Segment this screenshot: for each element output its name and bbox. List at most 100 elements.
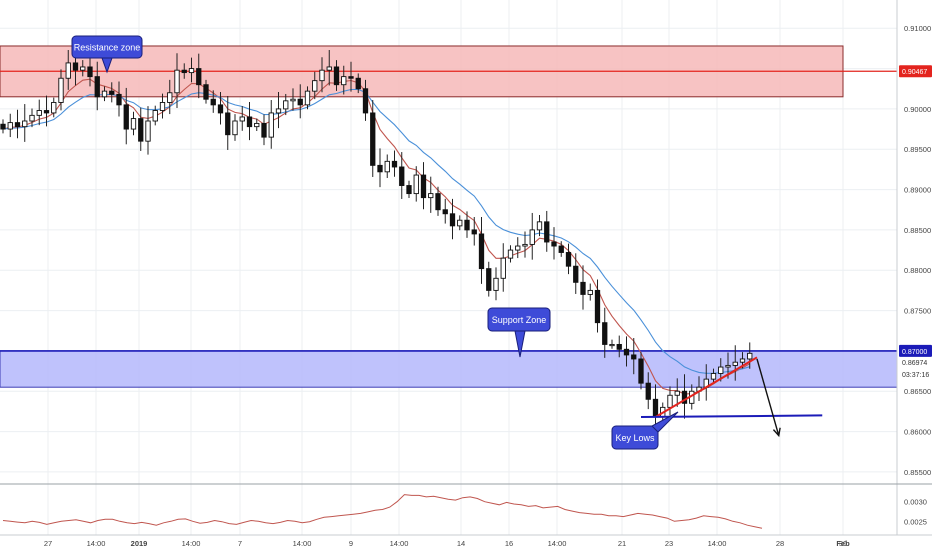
y-tick-label: 0.88500: [904, 226, 931, 235]
y-tick-label: 0.91000: [904, 24, 931, 33]
support-price-tag: 0.87000: [902, 349, 927, 356]
candle-body: [500, 257, 506, 279]
candle-body: [594, 289, 601, 324]
ema-slow-line: [2, 88, 750, 374]
candle-body: [478, 233, 485, 270]
candle-body: [101, 90, 108, 98]
candle-body: [652, 398, 659, 418]
candle-body: [631, 354, 637, 360]
annotations: Resistance zone Support Zone Key Lows: [71, 35, 679, 450]
candle-body: [36, 110, 42, 116]
candle-body: [174, 69, 180, 94]
candle-body: [246, 116, 253, 128]
resistance-zone-callout: Resistance zone: [71, 35, 143, 74]
support-zone: [0, 350, 898, 388]
candle-body: [587, 289, 593, 295]
candle-body: [529, 229, 535, 245]
candle-body: [275, 108, 282, 114]
candle-body: [573, 265, 579, 283]
x-tick-label: 16: [505, 539, 513, 548]
support-zone-callout: Support Zone: [487, 307, 551, 358]
resistance-price-tag: 0.90467: [902, 69, 927, 76]
candle-body: [43, 110, 50, 114]
candle-body: [22, 120, 28, 128]
candle-body: [51, 101, 57, 114]
candle-body: [602, 322, 608, 345]
candle-body: [138, 118, 144, 142]
candle-body: [377, 164, 383, 173]
x-tick-label: 14:00: [87, 539, 106, 548]
x-tick-label: Feb: [836, 539, 850, 548]
arrow-head: [772, 427, 781, 438]
x-tick-label: 9: [349, 539, 353, 548]
candle-body: [616, 343, 622, 350]
candle-body: [123, 104, 129, 130]
candle-body: [167, 92, 173, 103]
candle-body: [72, 62, 79, 71]
last-price-label: 0.86974: [902, 360, 927, 367]
candle-body: [435, 193, 441, 211]
candle-body: [457, 219, 463, 227]
indicator-line: [2, 494, 763, 529]
candle-body: [667, 394, 673, 408]
candle-body: [515, 245, 521, 251]
candle-body: [196, 68, 202, 86]
candle-body: [471, 229, 477, 235]
x-tick-label: 28: [776, 539, 784, 548]
candle-body: [239, 116, 245, 122]
y-tick-label: 0.88000: [904, 266, 931, 275]
candle-body: [283, 100, 289, 110]
candle-body: [551, 241, 557, 247]
candle-body: [341, 76, 347, 86]
candle-body: [609, 343, 615, 347]
candle-body: [7, 122, 13, 130]
candle-body: [623, 348, 630, 356]
candle-body: [159, 101, 166, 111]
candle-body: [14, 122, 21, 128]
x-tick-label: 7: [238, 539, 242, 548]
support-price-tag-box: [899, 344, 932, 357]
candle-body: [536, 221, 543, 231]
y-tick-label: 0.85500: [904, 468, 931, 477]
countdown-label: 03:37:16: [902, 372, 929, 379]
candle-body: [232, 120, 238, 136]
candle-body: [725, 364, 731, 368]
resistance-zone-callout-text: Resistance zone: [74, 43, 141, 53]
candles: [0, 45, 753, 431]
candle-body: [145, 120, 151, 142]
candle-body: [384, 160, 390, 173]
candle-body: [355, 77, 361, 90]
key-lows-callout-bubble: [611, 425, 659, 450]
x-tick-label: 30: [839, 539, 847, 548]
x-tick-label: 14: [457, 539, 465, 548]
rising-support-line: [654, 356, 758, 418]
resistance-price-tag-box: [899, 65, 932, 78]
resistance-zone-callout-pointer: [101, 57, 113, 74]
ema-fast-line: [2, 78, 751, 395]
candle-body: [188, 68, 195, 74]
key-lows-callout: Key Lows: [611, 411, 679, 450]
candle-body: [565, 252, 572, 267]
candle-body: [87, 66, 93, 78]
candle-body: [94, 76, 100, 98]
candle-body: [645, 382, 651, 400]
key-lows-callout-pointer: [651, 411, 679, 433]
x-tick-label: 23: [665, 539, 673, 548]
candle-body: [312, 80, 318, 92]
candle-body: [319, 69, 325, 82]
candle-body: [442, 209, 448, 215]
candle-body: [370, 112, 376, 166]
y-tick-label: 0.87500: [904, 307, 931, 316]
y-tick-label: 0.86500: [904, 387, 931, 396]
candle-body: [739, 358, 746, 363]
candle-body: [203, 84, 209, 100]
candle-body: [348, 76, 354, 79]
candle-body: [261, 122, 267, 138]
y-tick-label: 0.86000: [904, 428, 931, 437]
candle-body: [225, 112, 231, 136]
candle-body: [674, 390, 680, 396]
gridlines: [0, 0, 897, 535]
candle-body: [217, 104, 224, 114]
